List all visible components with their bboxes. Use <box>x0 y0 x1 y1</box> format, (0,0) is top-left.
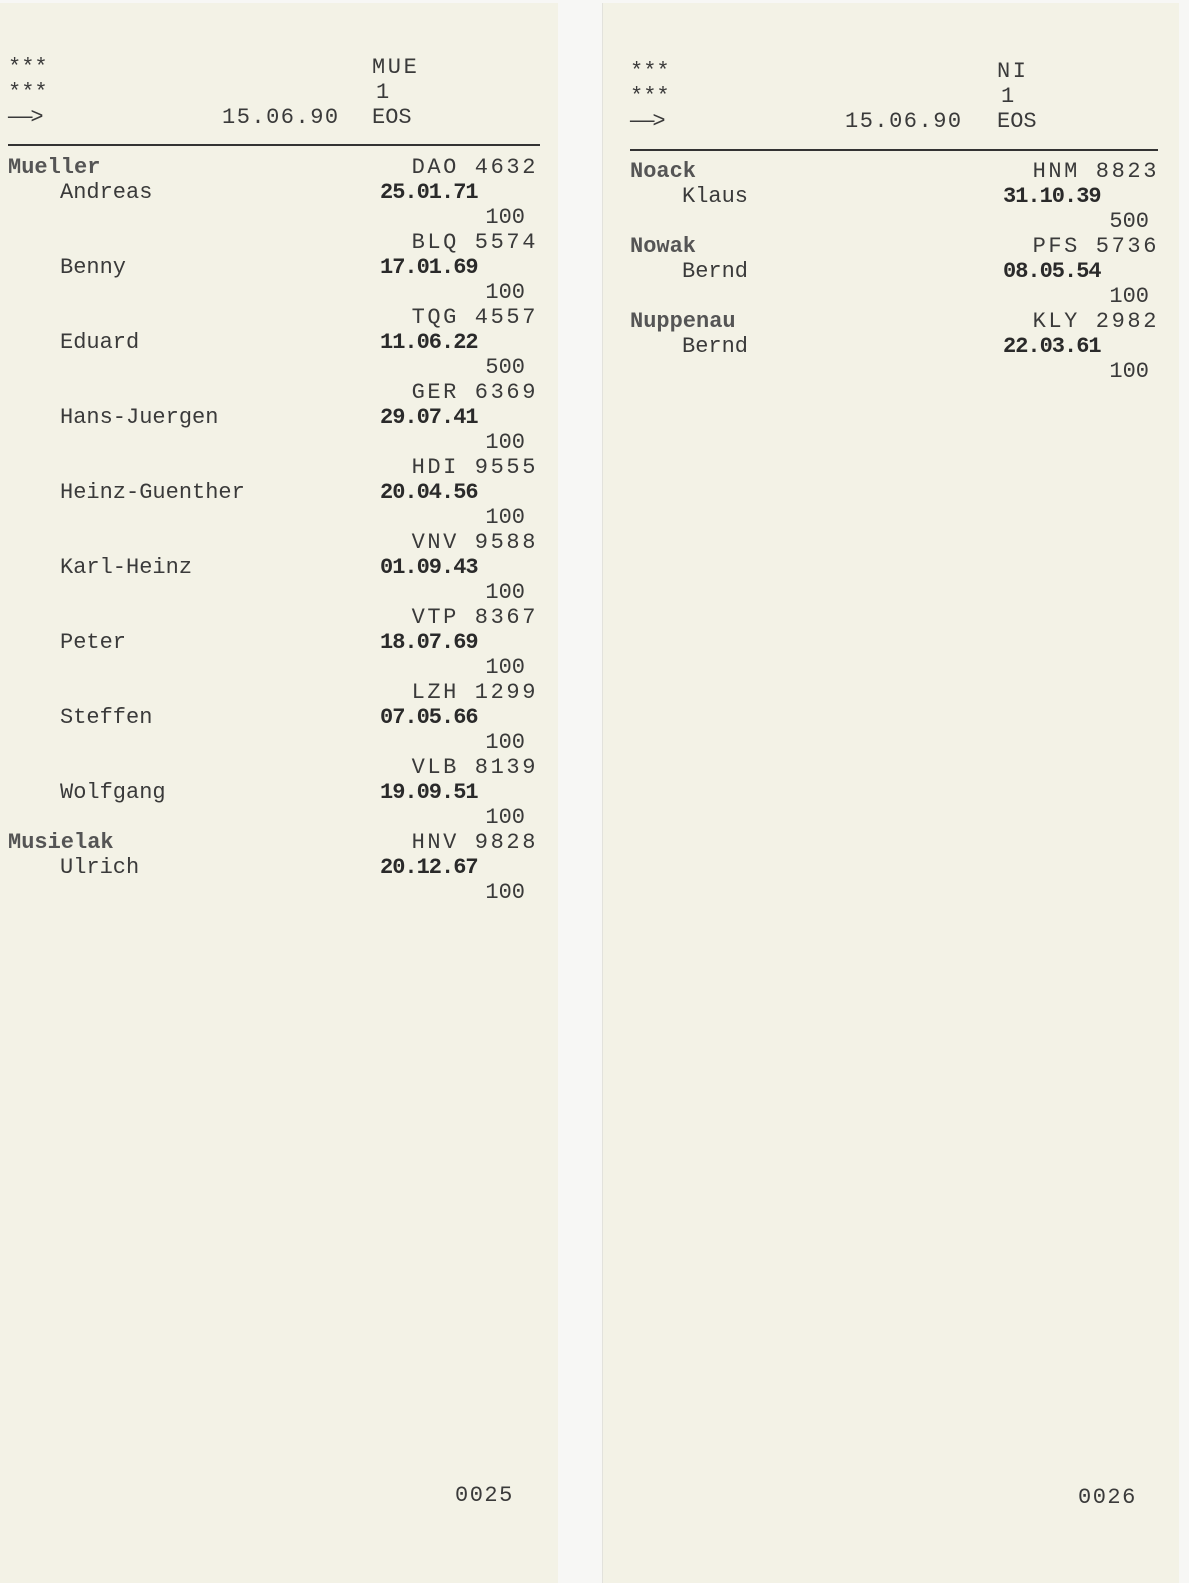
given-name: Wolfgang <box>60 780 166 805</box>
birth-date: 01.09.43 <box>380 555 479 580</box>
stars-line-1: *** <box>630 59 670 84</box>
surname: Nowak <box>630 234 697 259</box>
id-code: DAO 4632 <box>411 155 538 180</box>
amount: 100 <box>485 880 525 905</box>
amount: 100 <box>1109 359 1149 384</box>
given-name: Hans-Juergen <box>60 405 219 430</box>
amount: 100 <box>485 580 525 605</box>
list-entry: Peter VTP 8367 18.07.69 100 <box>0 605 558 680</box>
given-name: Karl-Heinz <box>60 555 193 580</box>
id-code: VLB 8139 <box>411 755 538 780</box>
given-name: Bernd <box>682 259 749 284</box>
list-entry: Wolfgang VLB 8139 19.09.51 100 <box>0 755 558 830</box>
amount: 100 <box>485 655 525 680</box>
birth-date: 22.03.61 <box>1003 334 1102 359</box>
birth-date: 20.12.67 <box>380 855 479 880</box>
given-name: Benny <box>60 255 127 280</box>
birth-date: 20.04.56 <box>380 480 479 505</box>
surname: Nuppenau <box>630 309 736 334</box>
id-code: HDI 9555 <box>411 455 538 480</box>
list-entry: Nowak Bernd PFS 5736 08.05.54 100 <box>603 234 1179 309</box>
surname: Mueller <box>8 155 101 180</box>
list-page-left: *** *** ——> MUE 1 15.06.90 EOS Mueller Andreas DA… <box>0 3 558 1583</box>
id-code: TQG 4557 <box>411 305 538 330</box>
id-code: GER 6369 <box>411 380 538 405</box>
region-code: MUE <box>372 55 420 80</box>
arrow-marker: ——> <box>630 109 666 134</box>
header-label: EOS <box>372 105 412 130</box>
amount: 500 <box>485 355 525 380</box>
amount: 100 <box>485 205 525 230</box>
given-name: Eduard <box>60 330 140 355</box>
birth-date: 18.07.69 <box>380 630 479 655</box>
page-number: 0026 <box>1078 1485 1137 1510</box>
sheet-number: 1 <box>1001 84 1015 109</box>
stars-line-1: *** <box>8 55 48 80</box>
given-name: Bernd <box>682 334 749 359</box>
given-name: Klaus <box>682 184 749 209</box>
sheet-number: 1 <box>376 80 390 105</box>
amount: 100 <box>485 505 525 530</box>
birth-date: 31.10.39 <box>1003 184 1102 209</box>
list-entry: Steffen LZH 1299 07.05.66 100 <box>0 680 558 755</box>
birth-date: 19.09.51 <box>380 780 479 805</box>
given-name: Andreas <box>60 180 153 205</box>
birth-date: 29.07.41 <box>380 405 479 430</box>
id-code: HNM 8823 <box>1032 159 1159 184</box>
given-name: Heinz-Guenther <box>60 480 245 505</box>
region-code: NI <box>997 59 1029 84</box>
amount: 500 <box>1109 209 1149 234</box>
amount: 100 <box>485 430 525 455</box>
list-entry: Nuppenau Bernd KLY 2982 22.03.61 100 <box>603 309 1179 384</box>
birth-date: 25.01.71 <box>380 180 479 205</box>
amount: 100 <box>485 280 525 305</box>
stars-line-2: *** <box>630 84 670 109</box>
birth-date: 17.01.69 <box>380 255 479 280</box>
given-name: Ulrich <box>60 855 140 880</box>
page-number: 0025 <box>455 1483 514 1508</box>
list-entry: Eduard TQG 4557 11.06.22 500 <box>0 305 558 380</box>
header-divider <box>630 149 1158 151</box>
given-name: Steffen <box>60 705 153 730</box>
list-entry: Musielak Ulrich HNV 9828 20.12.67 100 <box>0 830 558 905</box>
id-code: BLQ 5574 <box>411 230 538 255</box>
amount: 100 <box>1109 284 1149 309</box>
list-entry: Mueller Andreas DAO 4632 25.01.71 100 <box>0 155 558 230</box>
surname: Noack <box>630 159 697 184</box>
id-code: KLY 2982 <box>1032 309 1159 334</box>
id-code: PFS 5736 <box>1032 234 1159 259</box>
print-date: 15.06.90 <box>222 105 340 130</box>
birth-date: 11.06.22 <box>380 330 479 355</box>
header-label: EOS <box>997 109 1037 134</box>
list-entry: Karl-Heinz VNV 9588 01.09.43 100 <box>0 530 558 605</box>
given-name: Peter <box>60 630 127 655</box>
print-date: 15.06.90 <box>845 109 963 134</box>
list-entry: Noack Klaus HNM 8823 31.10.39 500 <box>603 159 1179 234</box>
id-code: HNV 9828 <box>411 830 538 855</box>
list-page-right: *** *** ——> NI 1 15.06.90 EOS Noack Klaus HNM 882… <box>603 3 1179 1583</box>
birth-date: 07.05.66 <box>380 705 479 730</box>
birth-date: 08.05.54 <box>1003 259 1102 284</box>
list-entry: Hans-Juergen GER 6369 29.07.41 100 <box>0 380 558 455</box>
id-code: VNV 9588 <box>411 530 538 555</box>
header-divider <box>8 144 540 146</box>
id-code: LZH 1299 <box>411 680 538 705</box>
amount: 100 <box>485 805 525 830</box>
id-code: VTP 8367 <box>411 605 538 630</box>
arrow-marker: ——> <box>8 105 44 130</box>
list-entry: Heinz-Guenther HDI 9555 20.04.56 100 <box>0 455 558 530</box>
list-entry: Benny BLQ 5574 17.01.69 100 <box>0 230 558 305</box>
stars-line-2: *** <box>8 80 48 105</box>
surname: Musielak <box>8 830 114 855</box>
amount: 100 <box>485 730 525 755</box>
